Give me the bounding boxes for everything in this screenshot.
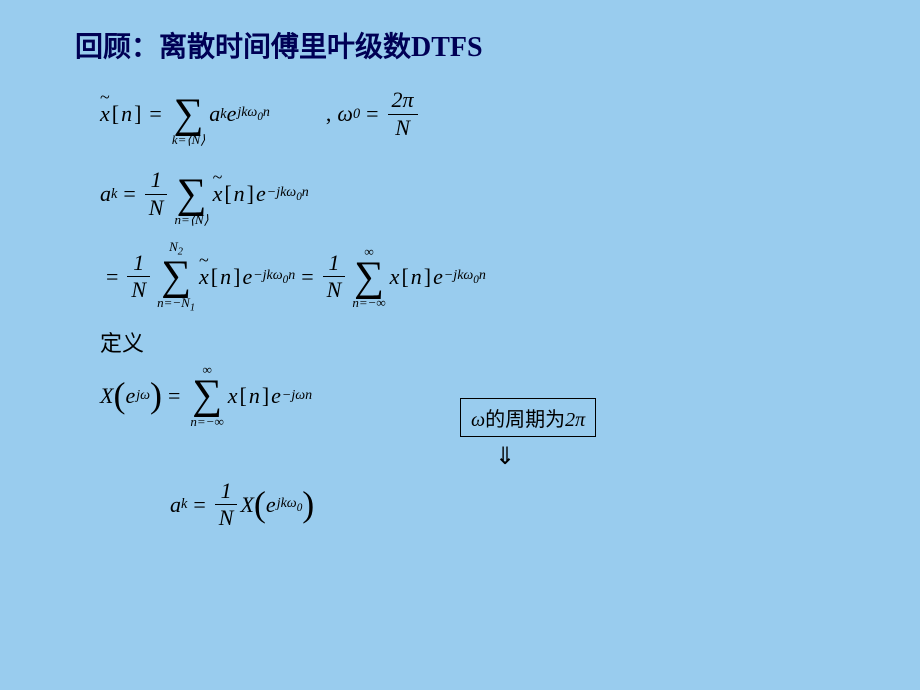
page-title: 回顾：离散时间傅里叶级数DTFS: [75, 25, 483, 65]
exponent: −jkω0n: [267, 185, 309, 203]
sum-symbol: ∑ k=⟨N⟩: [172, 82, 205, 147]
equation-line-3: = 1 N N2 ∑ n=−N1 x[n]e−jkω0n = 1 N ∞ ∑ n…: [100, 240, 800, 314]
title-prefix: 回顾：离散时间傅里叶级数: [75, 31, 411, 62]
sum-symbol: ∑ n=⟨N⟩: [174, 162, 208, 227]
math-content: x[n] = ∑ k=⟨N⟩ akejkω0n , ω0 = 2π N ak =…: [100, 80, 800, 551]
equation-line-4: X (ejω) = ∞ ∑ n=−∞ x[n]e−jωn: [100, 362, 800, 430]
equation-line-1: x[n] = ∑ k=⟨N⟩ akejkω0n , ω0 = 2π N: [100, 80, 800, 148]
exponent: jkω0: [277, 496, 303, 514]
down-arrow-icon: ⇓: [210, 442, 800, 471]
fraction: 1 N: [215, 478, 238, 532]
definition-label: 定义: [100, 326, 800, 358]
equation-line-2: ak = 1 N ∑ n=⟨N⟩ x[n]e−jkω0n: [100, 160, 800, 228]
fraction: 1 N: [127, 250, 150, 304]
x-tilde: x: [213, 181, 223, 207]
x-tilde: x: [100, 101, 110, 127]
fraction: 1 N: [323, 250, 346, 304]
fraction: 2π N: [388, 87, 418, 141]
exponent: −jωn: [282, 388, 312, 404]
title-suffix: DTFS: [411, 32, 483, 63]
exponent: jkω0n: [237, 105, 270, 123]
sum-symbol: ∞ ∑ n=−∞: [190, 363, 223, 428]
sum-symbol: N2 ∑ n=−N1: [157, 240, 195, 314]
x-tilde: x: [199, 264, 209, 290]
exponent: −jkω0n: [253, 268, 295, 286]
equation-line-5: ak = 1 N X (ejkω0): [170, 471, 800, 539]
sum-symbol: ∞ ∑ n=−∞: [352, 245, 385, 310]
exponent: −jkω0n: [444, 268, 486, 286]
period-note-box: ω的周期为2π: [460, 398, 596, 437]
fraction: 1 N: [145, 167, 168, 221]
